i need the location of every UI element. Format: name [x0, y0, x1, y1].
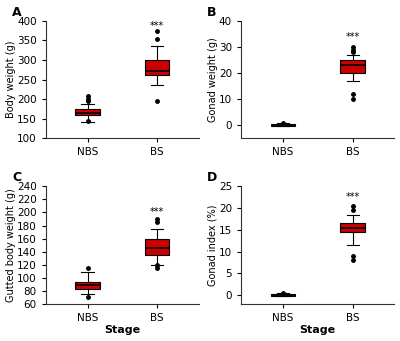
Y-axis label: Gonad weight (g): Gonad weight (g): [208, 37, 218, 122]
PathPatch shape: [75, 282, 100, 289]
Y-axis label: Gutted body weight (g): Gutted body weight (g): [6, 188, 16, 302]
PathPatch shape: [340, 60, 365, 73]
Text: B: B: [207, 5, 217, 19]
Text: ***: ***: [346, 32, 360, 42]
Text: C: C: [12, 171, 21, 184]
Text: A: A: [12, 5, 22, 19]
PathPatch shape: [145, 60, 170, 75]
PathPatch shape: [145, 239, 170, 255]
PathPatch shape: [75, 109, 100, 116]
Text: ***: ***: [150, 207, 164, 217]
Text: ***: ***: [150, 21, 164, 31]
X-axis label: Stage: Stage: [104, 325, 140, 336]
PathPatch shape: [271, 294, 295, 296]
PathPatch shape: [340, 223, 365, 232]
Y-axis label: Gonad index (%): Gonad index (%): [208, 204, 218, 286]
X-axis label: Stage: Stage: [300, 325, 336, 336]
PathPatch shape: [271, 124, 295, 126]
Text: ***: ***: [346, 192, 360, 202]
Y-axis label: Body weight (g): Body weight (g): [6, 41, 16, 118]
Text: D: D: [207, 171, 218, 184]
